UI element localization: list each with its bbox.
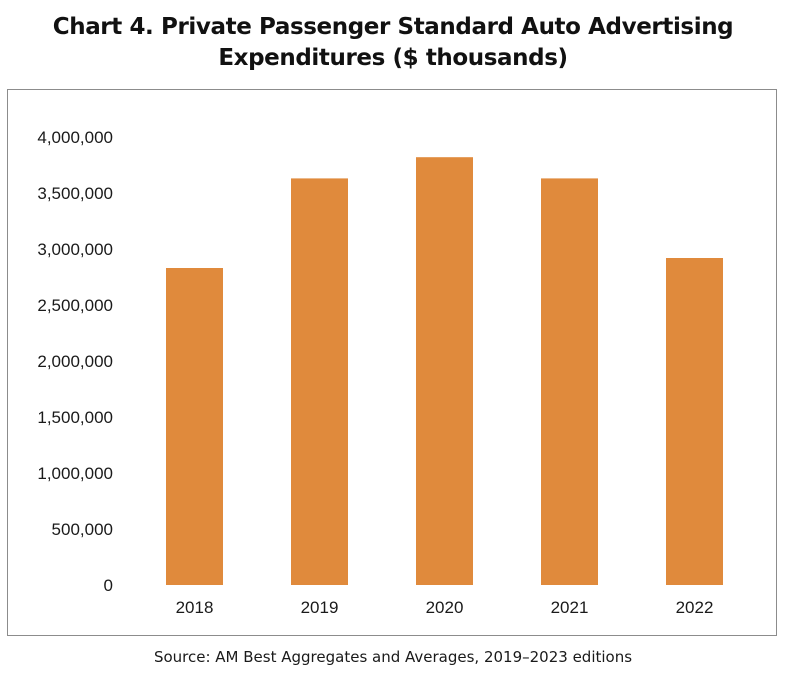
bar-2019 <box>291 178 348 585</box>
bars <box>166 157 723 585</box>
y-tick-label: 3,500,000 <box>37 184 113 203</box>
chart-title: Chart 4. Private Passenger Standard Auto… <box>0 12 786 74</box>
chart-frame <box>7 89 777 636</box>
y-tick-label: 3,000,000 <box>37 240 113 259</box>
x-axis-tick-labels: 2018 2019 2020 2021 2022 <box>176 598 714 617</box>
x-tick-label: 2022 <box>676 598 714 617</box>
y-tick-label: 1,500,000 <box>37 408 113 427</box>
y-tick-label: 4,000,000 <box>37 128 113 147</box>
bar-2020 <box>416 157 473 585</box>
y-tick-label: 0 <box>104 576 113 595</box>
y-tick-label: 2,500,000 <box>37 296 113 315</box>
y-tick-label: 1,000,000 <box>37 464 113 483</box>
y-tick-label: 500,000 <box>52 520 113 539</box>
x-tick-label: 2020 <box>426 598 464 617</box>
bar-2022 <box>666 258 723 585</box>
y-axis-tick-labels: 0 500,000 1,000,000 1,500,000 2,000,000 2,500… <box>37 128 113 595</box>
source-note: Source: AM Best Aggregates and Averages,… <box>153 648 633 666</box>
bar-2018 <box>166 268 223 585</box>
y-tick-label: 2,000,000 <box>37 352 113 371</box>
chart-title-line-1: Chart 4. Private Passenger Standard Auto… <box>52 14 734 40</box>
bar-2021 <box>541 178 598 585</box>
chart-title-line-2: Expenditures ($ thousands) <box>218 45 568 71</box>
x-tick-label: 2021 <box>551 598 589 617</box>
x-tick-label: 2019 <box>301 598 339 617</box>
x-tick-label: 2018 <box>176 598 214 617</box>
